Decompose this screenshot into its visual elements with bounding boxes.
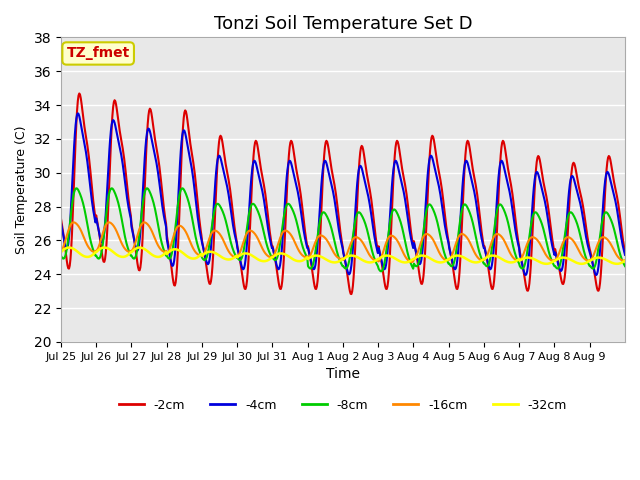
- -2cm: [348, 291, 355, 297]
- -2cm: [435, 165, 442, 171]
- -16cm: [228, 252, 236, 258]
- -32cm: [228, 256, 236, 262]
- -16cm: [57, 248, 65, 254]
- -4cm: [522, 272, 529, 278]
- -8cm: [621, 263, 629, 269]
- -32cm: [255, 257, 263, 263]
- -4cm: [402, 202, 410, 207]
- -4cm: [74, 110, 82, 116]
- -16cm: [277, 233, 285, 239]
- -4cm: [57, 219, 65, 225]
- -4cm: [255, 176, 263, 182]
- -2cm: [57, 215, 65, 221]
- Line: -2cm: -2cm: [61, 94, 625, 294]
- -4cm: [228, 212, 236, 218]
- -16cm: [124, 249, 132, 254]
- -2cm: [621, 249, 629, 255]
- Line: -8cm: -8cm: [61, 188, 625, 271]
- -8cm: [435, 223, 442, 228]
- -32cm: [65, 245, 73, 251]
- -16cm: [435, 248, 442, 253]
- -8cm: [57, 253, 65, 259]
- -32cm: [543, 261, 550, 267]
- -32cm: [57, 249, 65, 255]
- -32cm: [277, 251, 285, 256]
- Line: -32cm: -32cm: [61, 248, 625, 264]
- -8cm: [403, 246, 410, 252]
- -2cm: [255, 156, 263, 162]
- -4cm: [621, 252, 629, 258]
- -8cm: [124, 245, 132, 251]
- -32cm: [124, 252, 132, 258]
- Text: TZ_fmet: TZ_fmet: [67, 47, 130, 60]
- -2cm: [124, 190, 132, 196]
- -8cm: [377, 268, 385, 274]
- X-axis label: Time: Time: [326, 367, 360, 381]
- -16cm: [402, 254, 410, 260]
- -4cm: [277, 257, 285, 263]
- -2cm: [403, 192, 410, 197]
- -32cm: [621, 258, 629, 264]
- Line: -16cm: -16cm: [61, 222, 625, 262]
- -2cm: [76, 91, 83, 96]
- -8cm: [72, 185, 80, 191]
- -2cm: [277, 286, 285, 292]
- -32cm: [434, 259, 442, 265]
- -8cm: [277, 236, 285, 241]
- Legend: -2cm, -4cm, -8cm, -16cm, -32cm: -2cm, -4cm, -8cm, -16cm, -32cm: [114, 394, 572, 417]
- -16cm: [621, 257, 629, 263]
- -8cm: [255, 213, 263, 218]
- -8cm: [228, 242, 236, 248]
- -4cm: [124, 200, 132, 206]
- Line: -4cm: -4cm: [61, 113, 625, 275]
- Y-axis label: Soil Temperature (C): Soil Temperature (C): [15, 125, 28, 254]
- -32cm: [402, 260, 410, 265]
- -16cm: [408, 259, 415, 265]
- -4cm: [434, 177, 442, 183]
- -2cm: [228, 198, 236, 204]
- Title: Tonzi Soil Temperature Set D: Tonzi Soil Temperature Set D: [214, 15, 472, 33]
- -16cm: [70, 219, 77, 225]
- -16cm: [255, 239, 263, 245]
